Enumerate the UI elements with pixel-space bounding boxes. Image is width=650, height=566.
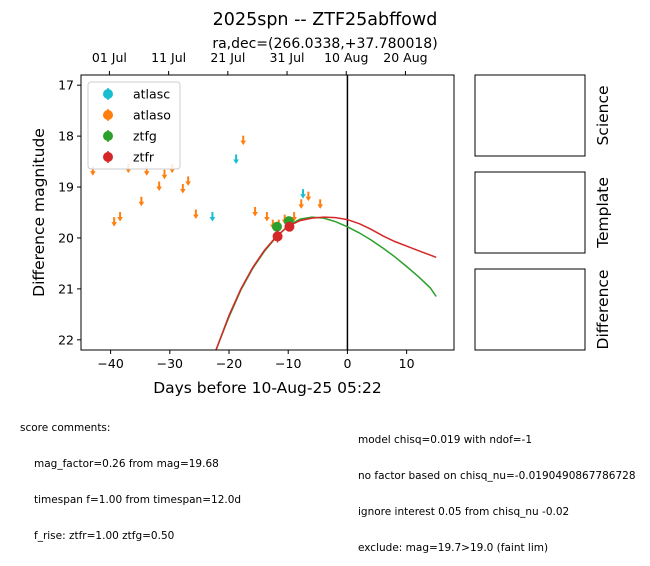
legend-entry: ztfr [103,150,155,165]
atlaso-upper-limit-point [156,181,162,191]
atlaso-upper-limit-point [264,212,270,222]
atlaso-upper-limit-point [240,135,247,146]
x-tick-label: 0 [343,356,351,371]
chart-title: 2025spn -- ZTF25abffowd [213,10,438,30]
side-panels: Science Template Difference [474,74,612,351]
y-tick-label: 19 [58,180,74,195]
legend-entry: atlaso [103,108,171,123]
atlaso-upper-limit-point [298,199,305,209]
top-date-tick-label: 11 Jul [151,50,186,65]
panel-label: Template [594,177,612,249]
x-tick-label: −20 [216,356,242,371]
legend-label: ztfg [133,129,157,144]
atlaso-upper-limit-point [138,196,145,207]
chart-subtitle: ra,dec=(266.0338,+37.780018) [212,36,437,52]
plot-frame [80,74,455,351]
legend: atlasc atlaso ztfg ztfr [87,81,181,170]
legend-label: atlasc [133,87,170,102]
atlaso-upper-limit-point [193,209,199,219]
x-tick-label: 10 [399,356,415,371]
atlaso-upper-limit-point [317,199,323,209]
ztfr-detection-point [272,230,283,243]
y-tick-label: 21 [58,281,74,296]
atlaso-upper-limit-point [117,212,123,222]
comment-line: f_rise: ztfr=1.00 ztfg=0.50 [34,530,175,542]
x-tick-label: −10 [275,356,301,371]
panel-difference [474,268,586,351]
top-date-tick-label: 31 Jul [270,50,305,65]
legend-label: atlaso [133,108,171,123]
y-tick-label: 18 [58,129,74,144]
top-date-tick-label: 21 Jul [210,50,245,65]
atlasc-upper-limit-point [300,189,306,199]
y-tick-label: 22 [58,332,74,347]
atlasc-upper-limit-point [209,212,216,222]
atlasc-upper-limit-point [233,154,239,164]
atlaso-upper-limit-point [185,176,191,186]
lightcurve-figure: 2025spn -- ZTF25abffowd ra,dec=(266.0338… [30,10,612,397]
comment-line: exclude: mag=19.7>19.0 (faint lim) [358,542,549,554]
atlaso-upper-limit-point [161,169,168,180]
atlaso-upper-limit-point [180,184,186,194]
panel-label: Science [594,85,612,145]
atlaso-upper-limit-point [111,217,117,227]
model-comments: model chisq=0.019 with ndof=-1 no factor… [358,410,650,566]
atlaso-upper-limit-point [305,191,312,202]
comment-line: mag_factor=0.26 from mag=19.68 [34,458,219,470]
y-tick-label: 20 [58,230,74,245]
model-curve-ztfr [215,216,437,350]
atlaso-upper-limit-point [252,206,258,217]
x-tick-label: −40 [97,356,123,371]
top-date-tick-label: 10 Aug [324,50,368,65]
top-date-tick-label: 01 Jul [92,50,127,65]
x-axis-label: Days before 10-Aug-25 05:22 [153,379,382,397]
comment-line: ignore interest 0.05 from chisq_nu -0.02 [358,506,570,518]
legend-entry: ztfg [103,129,157,144]
ztfg-detection-point [271,221,282,232]
axes: −40 −30 −20 −10 0 10 17 18 19 20 21 22 01 Jul 11 Jul 2… [58,50,428,371]
panel-template [474,171,586,254]
legend-entry: atlasc [103,87,170,102]
comment-line: no factor based on chisq_nu=-0.019049086… [358,470,636,482]
legend-box [87,81,181,170]
comment-line: score comments: [20,422,111,434]
y-tick-label: 17 [58,78,74,93]
legend-label: ztfr [133,150,155,165]
ztfr-detection-point [284,221,295,232]
score-comments: score comments: mag_factor=0.26 from mag… [20,398,241,554]
top-date-tick-label: 20 Aug [383,50,427,65]
y-axis-label: Difference magnitude [30,128,48,297]
x-tick-label: −30 [157,356,183,371]
panel-label: Difference [594,270,612,350]
comment-line: model chisq=0.019 with ndof=-1 [358,434,533,446]
panel-science [474,74,586,157]
model-curve-ztfg [215,216,437,350]
comment-line: timespan f=1.00 from timespan=12.0d [34,494,242,506]
